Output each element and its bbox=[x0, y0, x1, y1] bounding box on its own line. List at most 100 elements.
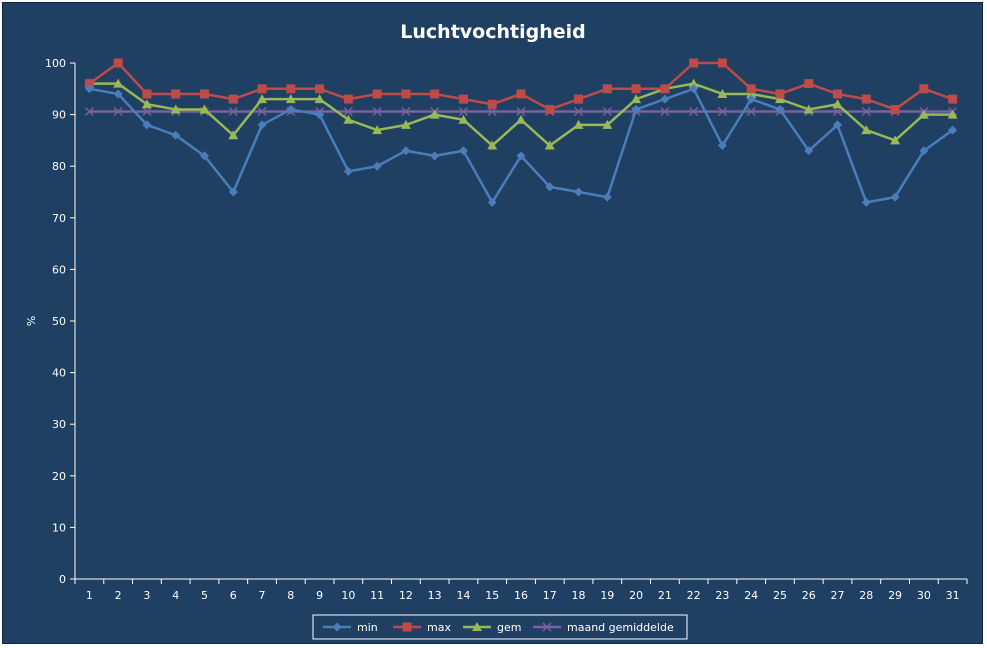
data-point bbox=[343, 106, 353, 117]
data-point bbox=[774, 94, 785, 104]
data-point bbox=[487, 197, 497, 207]
data-point bbox=[285, 94, 296, 104]
x-tick-label: 1 bbox=[86, 589, 93, 602]
x-tick-label: 8 bbox=[287, 589, 294, 602]
data-point bbox=[545, 104, 555, 114]
data-point bbox=[689, 58, 699, 68]
data-point bbox=[458, 114, 469, 124]
data-point bbox=[257, 94, 268, 104]
data-point bbox=[314, 94, 325, 104]
y-tick-label: 10 bbox=[52, 521, 66, 534]
y-tick-label: 60 bbox=[52, 263, 66, 276]
data-point bbox=[861, 106, 871, 117]
data-point bbox=[400, 119, 411, 129]
x-tick-label: 17 bbox=[543, 589, 557, 602]
data-point bbox=[660, 84, 670, 94]
y-tick-label: 80 bbox=[52, 160, 66, 173]
data-point bbox=[833, 89, 843, 99]
y-tick-label: 100 bbox=[45, 57, 66, 70]
series-min bbox=[84, 84, 958, 207]
x-tick-label: 4 bbox=[172, 589, 179, 602]
data-point bbox=[228, 94, 238, 104]
x-tick-label: 2 bbox=[115, 589, 122, 602]
data-point bbox=[142, 120, 152, 130]
y-tick-label: 20 bbox=[52, 470, 66, 483]
data-point bbox=[343, 166, 353, 176]
data-point bbox=[689, 84, 699, 94]
data-point bbox=[631, 104, 641, 114]
data-point bbox=[861, 125, 872, 135]
legend-label: max bbox=[427, 621, 451, 634]
x-tick-label: 31 bbox=[946, 589, 960, 602]
series-max bbox=[84, 58, 958, 114]
data-point bbox=[890, 104, 900, 114]
chart-title: Luchtvochtigheid bbox=[400, 21, 585, 43]
data-point bbox=[717, 88, 728, 98]
x-tick-label: 19 bbox=[600, 589, 614, 602]
data-point bbox=[458, 106, 468, 117]
data-point bbox=[947, 109, 958, 119]
data-point bbox=[113, 58, 123, 68]
data-point bbox=[602, 106, 612, 117]
legend-box bbox=[312, 614, 688, 640]
legend-marker bbox=[402, 622, 412, 632]
data-point bbox=[516, 106, 526, 117]
data-point bbox=[919, 146, 929, 156]
legend-marker bbox=[542, 622, 552, 632]
data-point bbox=[746, 88, 757, 98]
data-point bbox=[775, 104, 785, 114]
data-point bbox=[430, 89, 440, 99]
y-tick-label: 90 bbox=[52, 109, 66, 122]
data-point bbox=[516, 114, 526, 124]
data-point bbox=[257, 106, 267, 117]
data-point bbox=[602, 192, 612, 202]
data-point bbox=[84, 84, 94, 94]
data-point bbox=[113, 106, 123, 117]
data-point bbox=[631, 84, 641, 94]
data-point bbox=[401, 106, 411, 117]
data-point bbox=[487, 99, 497, 109]
data-point bbox=[142, 106, 152, 117]
y-axis-label: % bbox=[25, 316, 38, 326]
data-point bbox=[142, 89, 152, 99]
data-point bbox=[372, 161, 382, 171]
data-point bbox=[487, 106, 497, 117]
x-tick-label: 9 bbox=[316, 589, 323, 602]
legend-marker bbox=[332, 622, 342, 632]
data-point bbox=[315, 110, 325, 120]
data-point bbox=[660, 106, 670, 117]
data-point bbox=[804, 146, 814, 156]
data-point bbox=[228, 130, 239, 140]
data-point bbox=[372, 106, 382, 117]
data-point bbox=[429, 109, 440, 119]
data-point bbox=[544, 140, 555, 150]
data-point bbox=[372, 125, 383, 135]
legend-item-maand-gemiddelde: maand gemiddelde bbox=[533, 621, 674, 634]
data-point bbox=[171, 89, 181, 99]
data-point bbox=[228, 106, 238, 117]
x-tick-label: 30 bbox=[917, 589, 931, 602]
legend-item-max: max bbox=[393, 621, 451, 634]
chart-svg: Luchtvochtigheid % 0 10 20 30 40 50 60 70 80 90 10… bbox=[25, 21, 968, 640]
data-point bbox=[113, 89, 123, 99]
data-point bbox=[688, 78, 699, 88]
data-point bbox=[660, 94, 670, 104]
data-point bbox=[430, 151, 440, 161]
legend-item-gem: gem bbox=[463, 621, 521, 634]
data-point bbox=[832, 99, 843, 109]
legend-item-min: min bbox=[323, 621, 378, 634]
data-point bbox=[832, 106, 843, 117]
x-tick-label: 28 bbox=[859, 589, 873, 602]
data-point bbox=[631, 94, 642, 104]
x-tick-label: 6 bbox=[230, 589, 237, 602]
data-point bbox=[775, 89, 785, 99]
data-point bbox=[286, 84, 296, 94]
legend-label: maand gemiddelde bbox=[567, 621, 674, 634]
data-point bbox=[574, 94, 584, 104]
data-point bbox=[315, 84, 325, 94]
data-point bbox=[803, 104, 814, 114]
series-gem bbox=[84, 78, 958, 150]
data-point bbox=[228, 187, 238, 197]
